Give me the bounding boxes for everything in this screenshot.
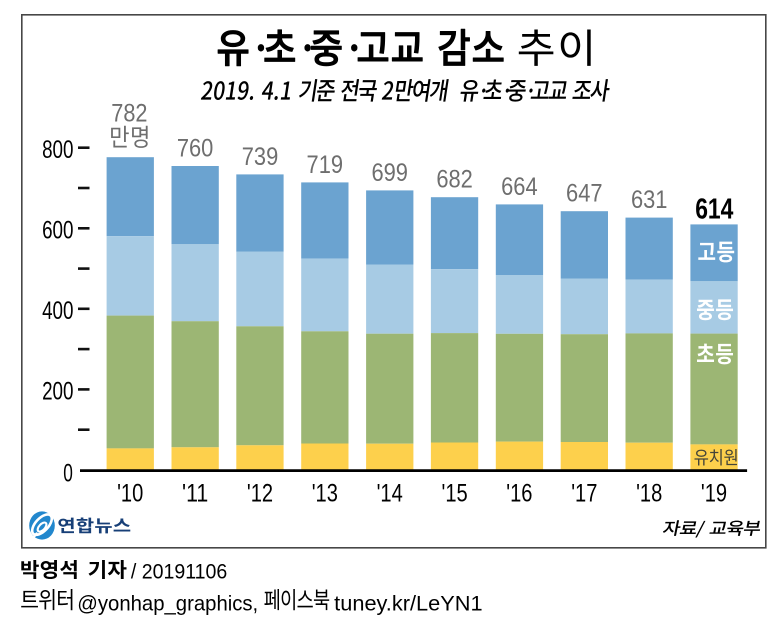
svg-text:'14: '14 [377,479,403,507]
svg-text:'12: '12 [247,479,273,507]
svg-text:/ 20191106: / 20191106 [131,559,227,583]
svg-text:'17: '17 [571,479,597,507]
svg-text:'18: '18 [636,479,662,507]
svg-text:'11: '11 [182,479,208,507]
svg-text:664: 664 [501,173,538,201]
svg-text:400: 400 [42,297,73,325]
svg-text:719: 719 [307,151,344,179]
svg-text:'10: '10 [117,479,143,507]
svg-text:647: 647 [566,180,603,208]
svg-text:tuney.kr/LeYN1: tuney.kr/LeYN1 [334,591,482,615]
svg-text:782: 782 [111,99,147,127]
svg-text:@yonhap_graphics,: @yonhap_graphics, [77,591,258,615]
svg-text:682: 682 [436,166,473,194]
svg-text:'13: '13 [312,479,338,507]
svg-text:200: 200 [42,378,73,406]
svg-text:614: 614 [695,193,733,225]
svg-text:0: 0 [63,460,73,488]
svg-text:'19: '19 [701,479,727,507]
svg-text:600: 600 [42,217,73,245]
svg-text:631: 631 [631,186,668,214]
svg-text:699: 699 [371,159,408,187]
svg-text:'16: '16 [506,479,532,507]
svg-text:760: 760 [177,134,214,162]
svg-text:'15: '15 [442,479,468,507]
svg-text:739: 739 [242,143,279,171]
svg-text:800: 800 [42,136,73,164]
